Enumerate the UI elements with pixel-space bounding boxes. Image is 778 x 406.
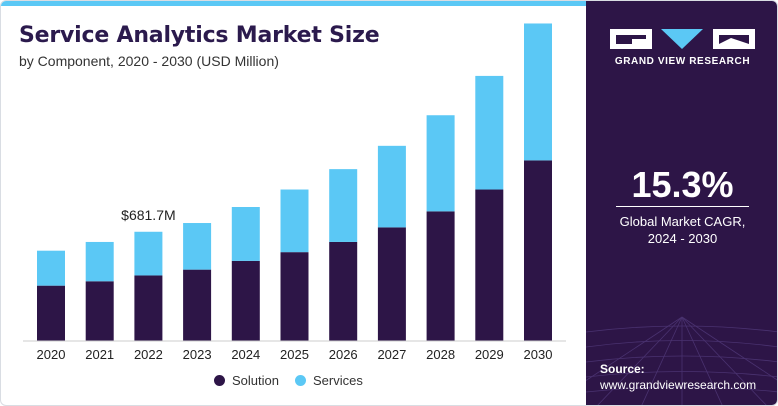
bar-solution-2030 bbox=[524, 160, 552, 341]
bar-chart: 2020 2021 2022 $681.7M 2023 2024 2025 2026 2027 2… bbox=[23, 23, 566, 362]
legend-swatch-services bbox=[294, 375, 306, 386]
chart-subtitle: by Component, 2020 - 2030 (USD Million) bbox=[19, 53, 279, 69]
x-tick-label-2030: 2030 bbox=[524, 347, 553, 362]
x-tick-label-2020: 2020 bbox=[37, 347, 66, 362]
x-tick-label-2022: 2022 bbox=[134, 347, 163, 362]
x-tick-label-2021: 2021 bbox=[85, 347, 114, 362]
bar-services-2023 bbox=[183, 223, 212, 270]
bar-services-2024 bbox=[231, 207, 260, 261]
bar-services-2027 bbox=[377, 145, 406, 228]
grand-view-research-logo bbox=[610, 29, 755, 49]
x-tick-label-2026: 2026 bbox=[329, 347, 358, 362]
grid-floor-graphic bbox=[586, 316, 777, 405]
bar-solution-2024 bbox=[231, 260, 260, 341]
bar-services-2022 bbox=[134, 231, 163, 276]
brand-name: GRAND VIEW RESEARCH bbox=[614, 56, 751, 67]
sidebar-panel: GRAND VIEW RESEARCH 15.3% Global Market … bbox=[586, 1, 777, 405]
bar-services-2025 bbox=[280, 189, 309, 253]
bar-services-2026 bbox=[329, 169, 358, 242]
cagr-label-line2: 2024 - 2030 bbox=[647, 231, 718, 246]
chart-legend: Solution Services bbox=[214, 373, 363, 388]
bar-services-2030 bbox=[524, 23, 552, 161]
x-tick-label-2029: 2029 bbox=[475, 347, 504, 362]
legend-item-solution: Solution bbox=[214, 373, 279, 388]
bar-services-2021 bbox=[85, 241, 114, 282]
bar-services-2029 bbox=[475, 75, 504, 190]
x-tick-label-2025: 2025 bbox=[280, 347, 309, 362]
bar-solution-2025 bbox=[280, 252, 309, 341]
bar-solution-2023 bbox=[183, 269, 212, 341]
legend-item-services: Services bbox=[294, 373, 363, 388]
bar-services-2028 bbox=[426, 115, 455, 212]
x-tick-label-2028: 2028 bbox=[426, 347, 455, 362]
bar-services-2020 bbox=[37, 250, 65, 286]
bar-solution-2027 bbox=[377, 227, 406, 341]
cagr-divider bbox=[616, 206, 749, 207]
data-label-2022: $681.7M bbox=[121, 207, 175, 223]
legend-swatch-solution bbox=[214, 375, 225, 386]
bar-solution-2028 bbox=[426, 211, 455, 341]
bar-solution-2026 bbox=[329, 241, 358, 341]
top-accent-bar bbox=[1, 1, 586, 6]
cagr-label-line1: Global Market CAGR, bbox=[619, 214, 746, 229]
bar-solution-2021 bbox=[85, 281, 114, 341]
source-title: Source: bbox=[600, 362, 645, 376]
chart-title: Service Analytics Market Size bbox=[19, 23, 380, 48]
x-tick-label-2023: 2023 bbox=[183, 347, 212, 362]
x-tick-label-2027: 2027 bbox=[377, 347, 406, 362]
cagr-value: 15.3% bbox=[631, 164, 734, 205]
legend-label-solution: Solution bbox=[232, 373, 279, 388]
legend-label-services: Services bbox=[312, 373, 363, 388]
source-link[interactable]: www.grandviewresearch.com bbox=[600, 378, 757, 392]
bar-solution-2020 bbox=[37, 285, 65, 341]
bar-solution-2022 bbox=[134, 275, 163, 341]
bar-solution-2029 bbox=[475, 189, 504, 341]
cagr-label: Global Market CAGR, 2024 - 2030 bbox=[586, 213, 777, 247]
x-tick-label-2024: 2024 bbox=[231, 347, 260, 362]
